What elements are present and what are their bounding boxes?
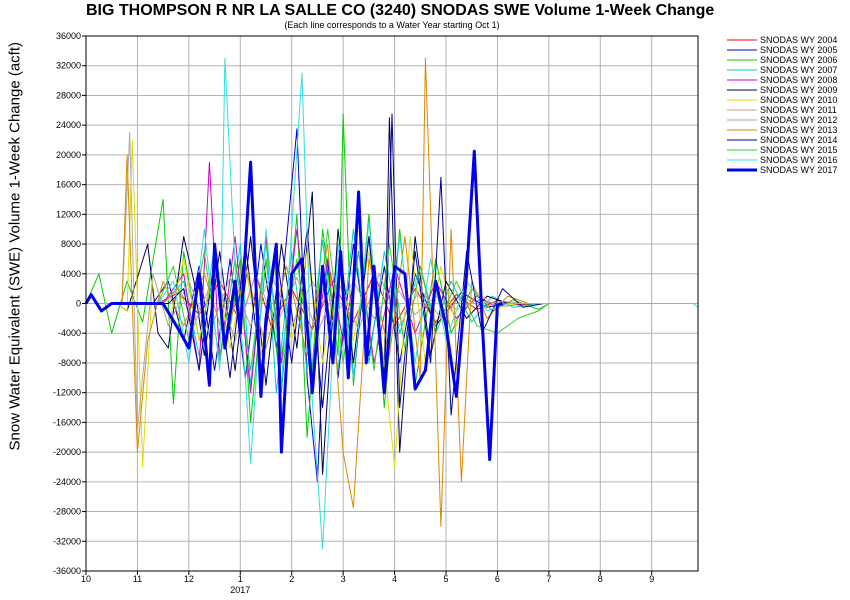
x-tick-label: 3 (341, 574, 346, 584)
x-tick-label: 11 (133, 574, 142, 584)
series-line-wy2017 (84, 149, 504, 461)
x-tick-label: 10 (81, 574, 91, 584)
y-tick-label: -28000 (53, 507, 81, 517)
legend-label: SNODAS WY 2004 (760, 35, 837, 45)
y-tick-label: -8000 (58, 358, 81, 368)
legend-label: SNODAS WY 2011 (760, 105, 837, 115)
y-tick-label: 20000 (56, 150, 81, 160)
y-tick-label: 36000 (56, 31, 81, 41)
x-tick-label: 12 (184, 574, 194, 584)
series-line-wy2009 (86, 117, 508, 475)
y-tick-label: -36000 (53, 566, 81, 576)
y-axis: 36000 32000 28000 24000 20000 16000 12000 8000 4… (53, 31, 86, 576)
series-line-wy2013 (86, 57, 529, 527)
x-tick-label: 9 (649, 574, 654, 584)
series-line-wy2012 (86, 132, 498, 431)
legend-label: SNODAS WY 2009 (760, 85, 837, 95)
y-tick-label: -4000 (58, 328, 81, 338)
chart-subtitle: (Each line corresponds to a Water Year s… (284, 20, 500, 30)
y-tick-label: -24000 (53, 477, 81, 487)
legend-label: SNODAS WY 2008 (760, 75, 837, 85)
legend-label: SNODAS WY 2017 (760, 165, 837, 175)
x-tick-label: 6 (495, 574, 500, 584)
legend-label: SNODAS WY 2006 (760, 55, 837, 65)
y-tick-label: 24000 (56, 120, 81, 130)
chart-title: BIG THOMPSON R NR LA SALLE CO (3240) SNO… (86, 2, 715, 19)
x-tick-label: 2 (289, 574, 294, 584)
y-tick-label: -32000 (53, 536, 81, 546)
legend-label: SNODAS WY 2010 (760, 95, 837, 105)
y-tick-label: 12000 (56, 209, 81, 219)
x-tick-label: 8 (598, 574, 603, 584)
x-year-label: 2017 (230, 585, 250, 595)
x-tick-label: 7 (546, 574, 551, 584)
legend-label: SNODAS WY 2014 (760, 135, 837, 145)
y-tick-label: 32000 (56, 61, 81, 71)
y-tick-label: 0 (76, 299, 81, 309)
x-tick-label: 5 (443, 574, 448, 584)
y-tick-label: -20000 (53, 447, 81, 457)
series-layer (84, 57, 699, 550)
legend-label: SNODAS WY 2005 (760, 45, 837, 55)
x-tick-label: 4 (392, 574, 397, 584)
y-tick-label: -12000 (53, 388, 81, 398)
y-tick-label: 8000 (61, 239, 81, 249)
legend-label: SNODAS WY 2013 (760, 125, 837, 135)
legend-label: SNODAS WY 2012 (760, 115, 837, 125)
legend-label: SNODAS WY 2016 (760, 155, 837, 165)
legend-label: SNODAS WY 2015 (760, 145, 837, 155)
series-line-wy2005 (86, 128, 508, 483)
legend-label: SNODAS WY 2007 (760, 65, 837, 75)
y-tick-label: 28000 (56, 90, 81, 100)
x-tick-label: 1 (238, 574, 243, 584)
y-tick-label: 4000 (61, 269, 81, 279)
y-tick-label: 16000 (56, 180, 81, 190)
y-tick-label: -16000 (53, 417, 81, 427)
series-line-wy2006 (85, 113, 550, 438)
